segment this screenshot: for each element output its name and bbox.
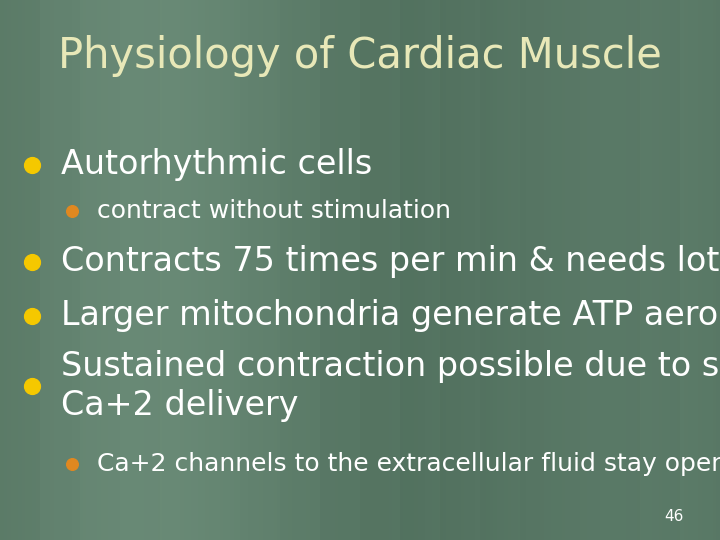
Bar — [680, 0, 720, 540]
Bar — [80, 0, 120, 540]
Point — [27, 382, 38, 390]
Point — [66, 460, 78, 469]
Text: Sustained contraction possible due to slow
Ca+2 delivery: Sustained contraction possible due to sl… — [61, 350, 720, 422]
Bar — [320, 0, 360, 540]
Bar — [120, 0, 160, 540]
Point — [27, 160, 38, 169]
Bar — [240, 0, 280, 540]
Bar — [40, 0, 80, 540]
Bar — [600, 0, 640, 540]
Bar — [160, 0, 200, 540]
Text: Autorhythmic cells: Autorhythmic cells — [61, 148, 372, 181]
Bar — [400, 0, 440, 540]
Bar — [280, 0, 320, 540]
Point — [27, 258, 38, 266]
Bar — [560, 0, 600, 540]
Bar — [440, 0, 480, 540]
Point — [27, 312, 38, 320]
Bar — [200, 0, 240, 540]
Bar — [360, 0, 400, 540]
Text: contract without stimulation: contract without stimulation — [97, 199, 451, 222]
Text: Physiology of Cardiac Muscle: Physiology of Cardiac Muscle — [58, 35, 662, 77]
Text: Larger mitochondria generate ATP aerobically: Larger mitochondria generate ATP aerobic… — [61, 299, 720, 333]
Bar — [480, 0, 520, 540]
Bar — [640, 0, 680, 540]
Text: Ca+2 channels to the extracellular fluid stay open: Ca+2 channels to the extracellular fluid… — [97, 453, 720, 476]
Bar — [0, 0, 40, 540]
Text: 46: 46 — [665, 509, 684, 524]
Bar — [520, 0, 560, 540]
Text: Contracts 75 times per min & needs lots O2: Contracts 75 times per min & needs lots … — [61, 245, 720, 279]
Point — [66, 206, 78, 215]
